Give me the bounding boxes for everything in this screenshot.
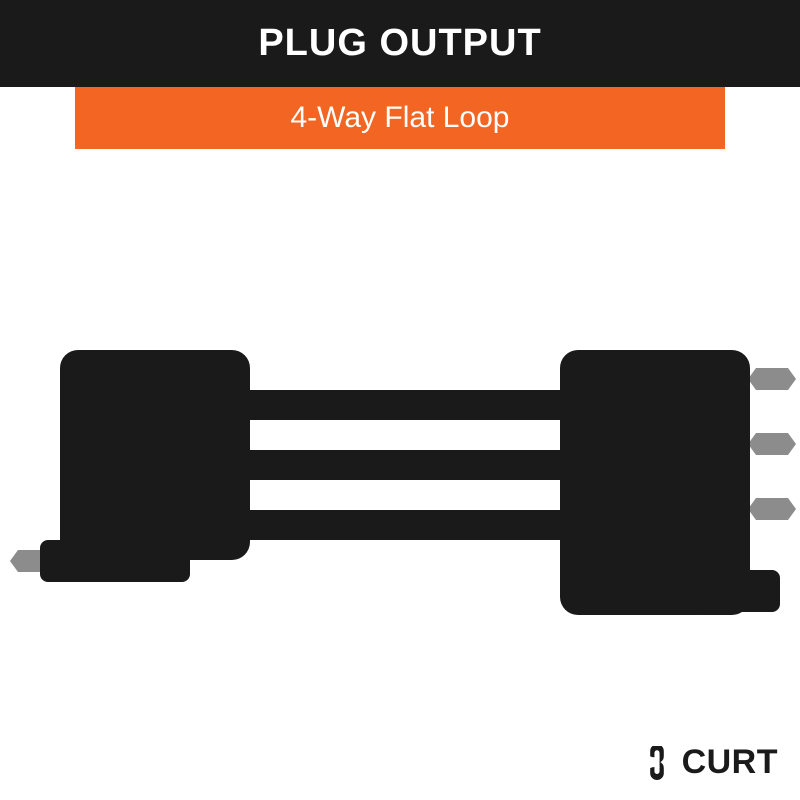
header-title: PLUG OUTPUT — [258, 22, 541, 64]
chain-link-icon — [640, 746, 674, 780]
brand-name: CURT — [682, 743, 778, 782]
connector-diagram — [0, 330, 800, 650]
subheader-label: 4-Way Flat Loop — [291, 101, 510, 134]
subheader-bar: 4-Way Flat Loop — [75, 87, 725, 149]
brand-mark: CURT — [640, 743, 778, 782]
header-bar: PLUG OUTPUT — [0, 0, 800, 87]
